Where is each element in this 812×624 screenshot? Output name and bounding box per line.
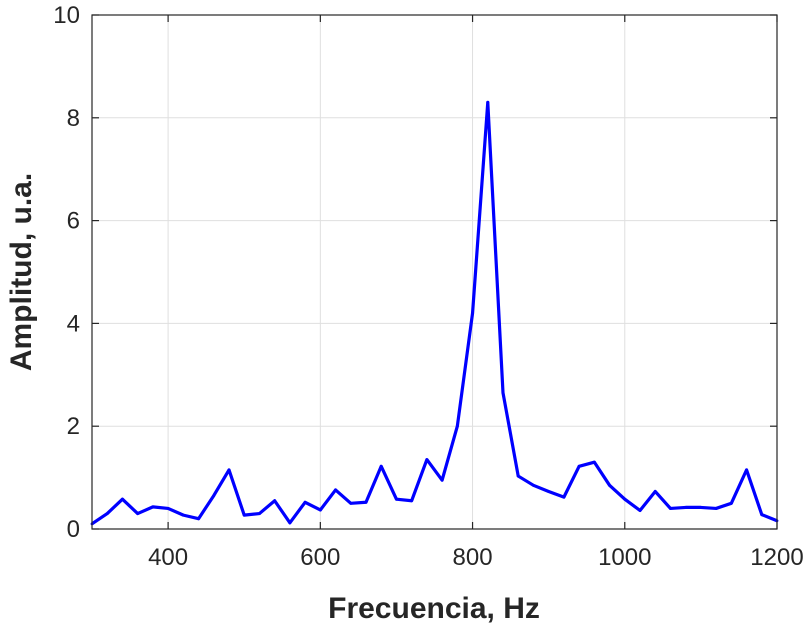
data-point [577,464,581,468]
data-point [714,507,718,510]
data-point [121,497,124,501]
gridlines [92,15,777,529]
data-point [486,100,490,104]
axes-box [91,14,778,530]
data-point [364,500,368,504]
x-tick-label: 1000 [598,544,651,571]
y-tick-label: 2 [67,413,80,440]
y-tick-label: 0 [67,516,80,543]
data-point [349,501,353,505]
y-tick-label: 10 [53,2,80,29]
data-point [638,509,642,512]
x-tick-label: 400 [148,544,188,571]
data-point [760,513,764,517]
x-tick-label: 1200 [750,544,803,571]
data-point [608,483,611,487]
data-point [653,490,657,493]
data-point [410,499,414,503]
data-point [471,311,474,315]
ticks: 400 600 800 1000 1200 0 2 4 6 8 10 [53,2,803,571]
plot-area [92,15,777,529]
data-point [669,507,672,510]
data-point [379,464,383,468]
data-point [455,424,459,428]
y-tick-label: 8 [67,105,80,132]
data-point [136,512,140,515]
data-point [288,521,292,525]
data-point [105,512,109,515]
data-point [212,494,216,497]
data-point [501,391,505,395]
data-point [516,474,520,478]
data-point [242,513,246,517]
data-point [425,458,429,462]
y-tick-label: 6 [67,208,80,235]
data-point [745,468,748,472]
x-tick-label: 800 [453,544,493,571]
data-point [562,495,566,499]
data-point [395,497,398,501]
data-point [318,508,322,512]
series-layer [90,100,779,526]
x-axis-title: Frecuencia, Hz [328,592,540,624]
data-point [303,500,307,504]
x-tick-label: 600 [300,544,340,571]
data-point [166,507,170,510]
series-line-1 [91,100,778,526]
data-point [532,483,535,487]
data-point [592,460,596,464]
data-point [197,517,200,521]
data-point [334,488,337,492]
data-point [273,499,277,503]
y-axis-title: Amplitud, u.a. [5,173,38,371]
data-point [440,478,444,482]
data-point [684,506,688,509]
data-point [151,505,155,509]
data-point [729,501,733,505]
data-point [699,506,703,509]
data-point [547,490,551,493]
y-tick-label: 4 [67,310,80,337]
data-point [227,468,231,472]
data-point [623,497,627,501]
data-point [258,512,261,515]
data-point [181,513,185,517]
